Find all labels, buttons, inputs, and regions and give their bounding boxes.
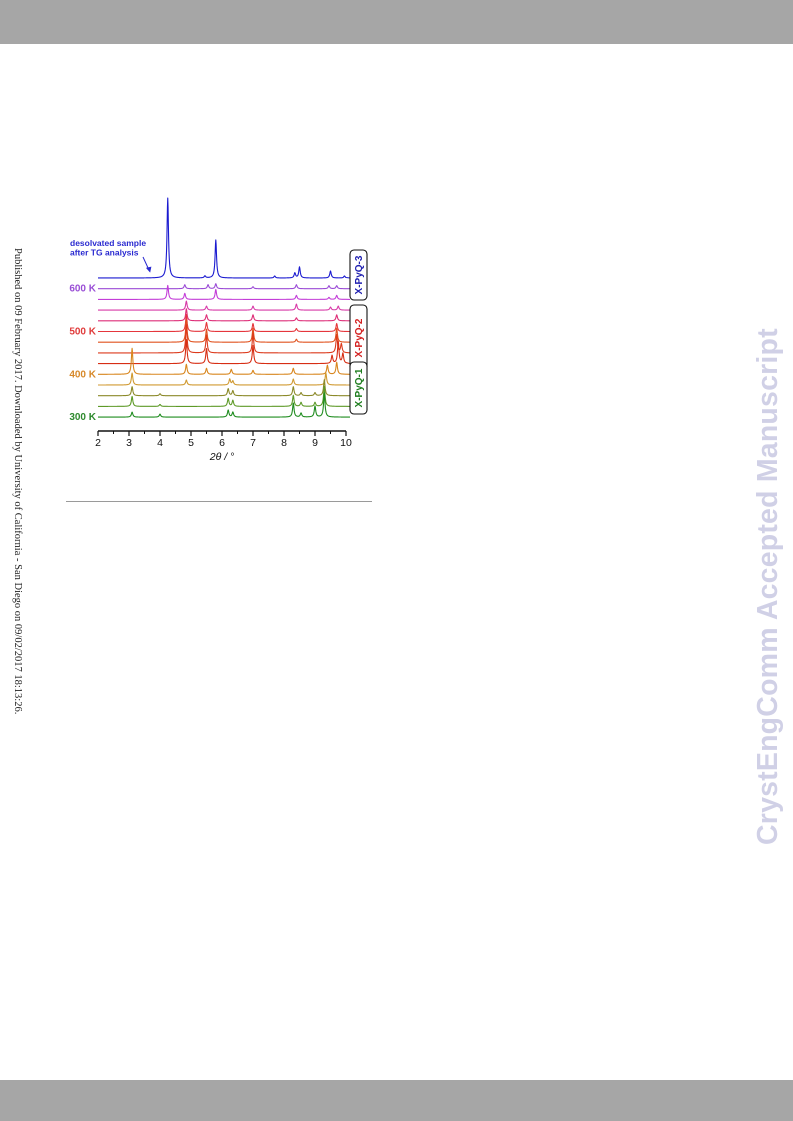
phase-label-1: X-PyQ-2 <box>354 318 365 357</box>
x-tick-label-8: 8 <box>281 437 287 449</box>
bottom-banner <box>0 1080 793 1121</box>
phase-label-0: X-PyQ-3 <box>354 255 365 294</box>
series-line-2 <box>97 284 351 300</box>
series-line-4 <box>97 308 351 322</box>
series-line-5 <box>97 313 351 333</box>
figure-divider <box>66 501 372 502</box>
pxrd-chart: 2 3 4 5 6 7 8 9 10 2θ / ° 600 K 500 K 400 K 300 K deso… <box>69 197 368 463</box>
phase-box-0 <box>349 249 368 301</box>
x-axis-label: 2θ / ° <box>209 451 235 463</box>
series-line-10 <box>97 372 351 386</box>
x-tick-label-4: 4 <box>157 437 163 449</box>
x-tick-label-5: 5 <box>188 437 194 449</box>
temperature-label-1: 500 K <box>69 327 96 338</box>
series-line-3 <box>97 300 351 311</box>
series-line-11 <box>97 379 351 397</box>
x-tick-label-6: 6 <box>219 437 225 449</box>
series-line-6 <box>97 319 351 343</box>
annotation-line-1: after TG analysis <box>70 248 139 258</box>
series-line-12 <box>97 385 351 407</box>
series-line-9 <box>97 347 351 375</box>
series-line-13 <box>97 392 351 418</box>
x-tick-label-3: 3 <box>126 437 132 449</box>
temperature-label-0: 600 K <box>69 284 96 295</box>
top-banner <box>0 0 793 44</box>
series-line-7 <box>97 324 351 354</box>
annotation-line-0: desolvated sample <box>70 238 146 248</box>
publication-note: Published on 09 February 2017. Downloade… <box>12 248 23 715</box>
x-tick-label-10: 10 <box>340 437 352 449</box>
x-tick-label-7: 7 <box>250 437 256 449</box>
x-tick-label-9: 9 <box>312 437 318 449</box>
accepted-manuscript-watermark: CrystEngComm Accepted Manuscript <box>752 328 784 845</box>
annotation-arrow-head <box>145 266 152 273</box>
phase-label-2: X-PyQ-1 <box>354 368 365 407</box>
temperature-label-3: 300 K <box>69 412 96 423</box>
phase-box-2 <box>349 361 368 415</box>
series-line-1 <box>97 283 351 290</box>
x-tick-label-2: 2 <box>95 437 101 449</box>
temperature-label-2: 400 K <box>69 369 96 380</box>
series-line-0 <box>97 197 351 279</box>
series-line-8 <box>97 339 351 365</box>
